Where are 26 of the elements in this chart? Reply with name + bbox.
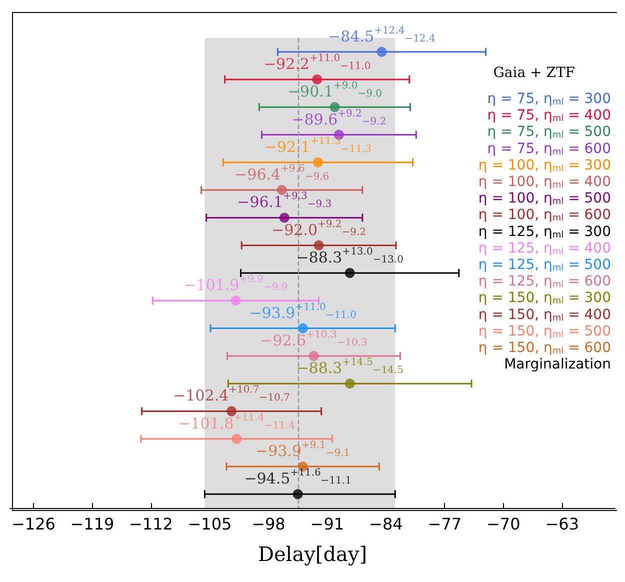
x-axis-title: Delay[day] (258, 542, 368, 566)
point (279, 212, 290, 223)
point (330, 102, 340, 112)
point (230, 296, 241, 306)
point (308, 350, 319, 361)
legend-title: Gaia + ZTF (493, 65, 576, 81)
x-tick-label: −63 (545, 514, 580, 534)
x-tick-label: −126 (12, 514, 56, 534)
point (312, 74, 322, 84)
x-tick-label: −112 (128, 514, 173, 534)
point (312, 157, 323, 168)
x-tick-label: −98 (252, 514, 286, 534)
point (344, 378, 355, 389)
x-tick-label: −70 (486, 514, 520, 534)
x-tick-label: −77 (428, 514, 462, 534)
point (376, 46, 387, 57)
x-tick-label: −105 (188, 514, 232, 534)
point (298, 323, 308, 334)
point (232, 434, 242, 444)
x-tick-label: −84 (369, 514, 403, 534)
point (314, 240, 324, 250)
x-tick-label: −91 (310, 514, 344, 534)
x-tick-label: −119 (70, 514, 114, 534)
point (292, 489, 303, 500)
text: Marginalization (504, 356, 611, 373)
point (344, 268, 355, 278)
